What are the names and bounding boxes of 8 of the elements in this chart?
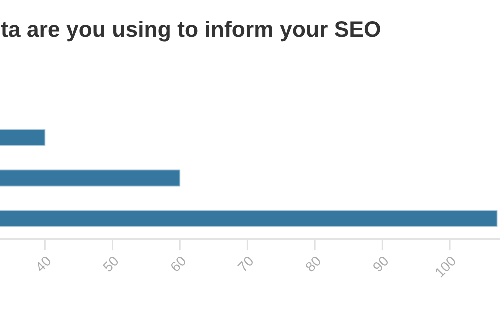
x-tick-label: 60 [170, 256, 187, 273]
x-tick-label: 70 [237, 256, 254, 273]
x-tick-label: 100 [434, 256, 457, 278]
x-tick-label: 50 [102, 256, 120, 273]
chart-title: ta are you using to inform your SEO [1, 20, 380, 42]
x-tick-label: 40 [34, 256, 52, 273]
x-tick-label: 80 [304, 256, 322, 273]
x-tick-label: 90 [372, 256, 390, 273]
